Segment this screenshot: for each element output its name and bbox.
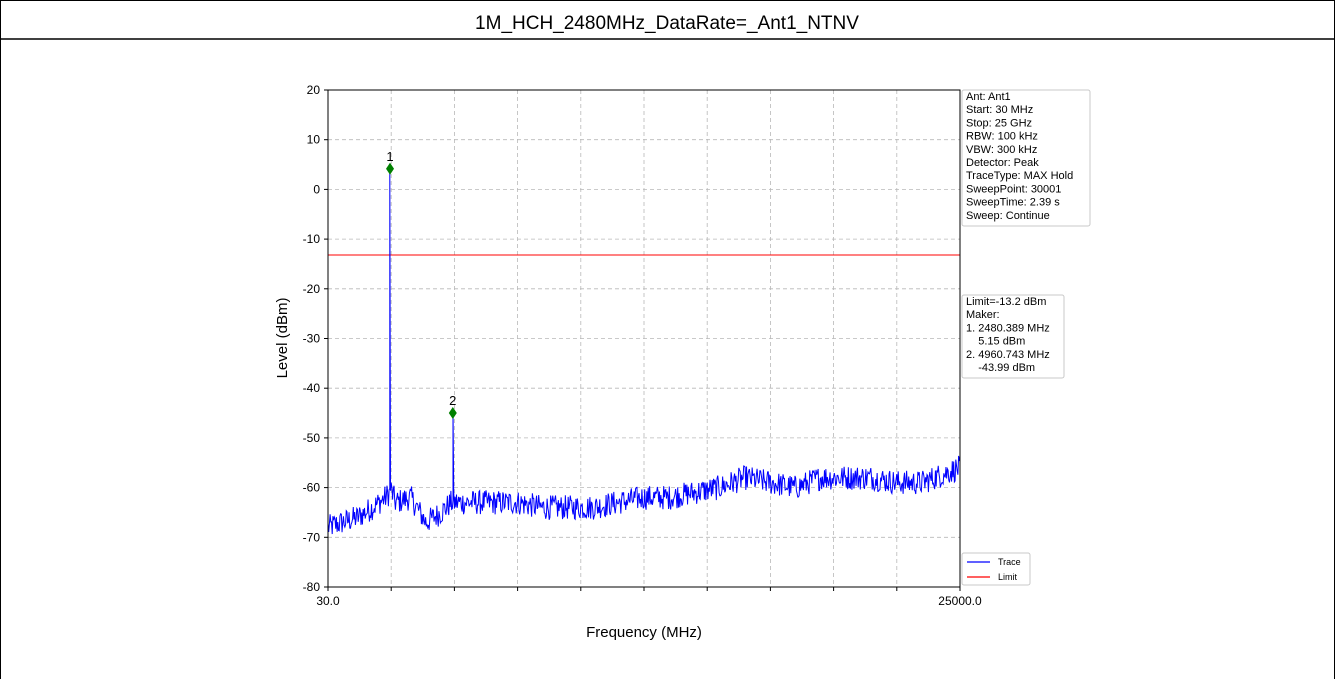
info-line: VBW: 300 kHz [966, 144, 1037, 156]
y-tick-label: -20 [303, 282, 321, 296]
x-tick-label-end: 25000.0 [938, 594, 982, 608]
marker-info-line: -43.99 dBm [966, 362, 1035, 374]
marker-1 [386, 162, 395, 175]
info-line: SweepPoint: 30001 [966, 183, 1061, 195]
x-tick-label-start: 30.0 [316, 594, 340, 608]
marker-info-line: 5.15 dBm [966, 336, 1025, 348]
info-line: Detector: Peak [966, 157, 1039, 169]
info-line: RBW: 100 kHz [966, 131, 1038, 143]
y-axis-ticks: 20 10 0 -10 -20 -30 -40 -50 -60 -70 -80 [303, 83, 328, 594]
info-line: Sweep: Continue [966, 210, 1050, 222]
legend-trace-label: Trace [998, 557, 1021, 567]
y-tick-label: -10 [303, 232, 321, 246]
marker-info-line: 1. 2480.389 MHz [966, 322, 1050, 334]
marker-info-line: 2. 4960.743 MHz [966, 349, 1050, 361]
info-line: TraceType: MAX Hold [966, 170, 1073, 182]
info-line: Stop: 25 GHz [966, 117, 1032, 129]
info-line: Start: 30 MHz [966, 104, 1033, 116]
spectrum-chart: 20 10 0 -10 -20 -30 -40 -50 -60 -70 -80 30.0 25000.… [303, 83, 982, 608]
info-line: SweepTime: 2.39 s [966, 197, 1060, 209]
trace-line [327, 163, 961, 535]
info-line: Ant: Ant1 [966, 91, 1011, 103]
y-tick-label: -80 [303, 580, 321, 594]
marker-info-line: Maker: [966, 309, 1000, 321]
y-tick-label: -30 [303, 332, 321, 346]
marker-label-2: 2 [449, 393, 456, 408]
marker-2 [448, 407, 457, 420]
y-tick-label: -50 [303, 431, 321, 445]
x-axis-label: Frequency (MHz) [586, 624, 702, 641]
legend-limit-label: Limit [998, 572, 1018, 582]
markers: 12 [386, 149, 457, 420]
marker-info-line: Limit=-13.2 dBm [966, 296, 1046, 308]
marker-label-1: 1 [386, 149, 393, 164]
y-tick-label: 10 [307, 133, 321, 147]
y-axis-label: Level (dBm) [274, 298, 291, 379]
y-tick-label: -70 [303, 530, 321, 544]
page-title: 1M_HCH_2480MHz_DataRate=_Ant1_NTNV [475, 13, 859, 34]
chart-legend: Trace Limit [961, 552, 1031, 586]
plot-border [327, 89, 961, 588]
x-axis-ticks: 30.0 25000.0 [316, 587, 982, 608]
y-tick-label: -40 [303, 381, 321, 395]
y-tick-label: -60 [303, 481, 321, 495]
y-tick-label: 0 [313, 182, 320, 196]
y-tick-label: 20 [307, 83, 321, 97]
